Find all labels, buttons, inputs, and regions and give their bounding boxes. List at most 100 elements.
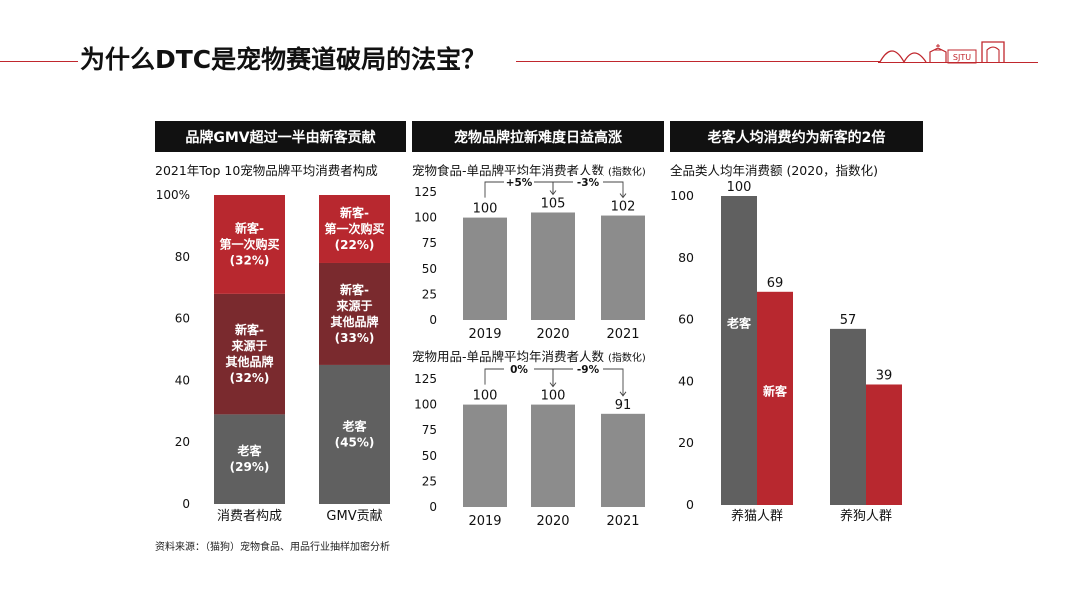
segment-label: 新客- <box>235 220 264 235</box>
y-tick-label: 40 <box>175 373 190 387</box>
panel-header-acquisition: 宠物品牌拉新难度日益高涨 <box>412 121 664 152</box>
segment-label: 老客 <box>237 443 262 458</box>
data-bar <box>531 212 575 320</box>
x-tick-label: 2019 <box>468 327 501 342</box>
change-arrowhead <box>549 190 557 196</box>
y-tick-label: 100 <box>414 211 437 225</box>
y-tick-label: 0 <box>182 497 190 511</box>
y-tick-label: 40 <box>678 373 694 388</box>
change-label-bg <box>573 362 603 375</box>
subtitle-composition: 2021年Top 10宠物品牌平均消费者构成 <box>155 163 378 178</box>
y-tick-label: 100 <box>670 188 694 203</box>
stack-segment-old <box>214 414 285 504</box>
subtitle-supplies-note: (指数化) <box>608 353 646 364</box>
data-bar-new_first <box>757 291 793 505</box>
panel-header-gmv: 品牌GMV超过一半由新客贡献 <box>155 121 406 152</box>
y-tick-label: 60 <box>175 312 190 326</box>
chart-supplies-consumers: 0 25 50 75 100 125 100 2019 100 2020 91 2021 0% -9% <box>414 362 645 527</box>
change-label: -3% <box>577 177 600 189</box>
data-label: 105 <box>541 196 566 211</box>
x-tick-label: 2021 <box>606 327 639 342</box>
x-tick-label: 2020 <box>536 327 569 342</box>
data-bar <box>463 404 507 507</box>
data-label: 91 <box>615 398 632 413</box>
data-bar-old <box>830 328 866 505</box>
y-tick-label: 100% <box>156 188 190 202</box>
x-tick-label: 2019 <box>468 514 501 527</box>
x-tick-label: 2021 <box>606 514 639 527</box>
change-label-bg <box>573 175 603 188</box>
segment-label: 来源于 <box>335 298 372 313</box>
segment-label: (22%) <box>335 238 375 252</box>
data-bar <box>463 217 507 320</box>
segment-label: (29%) <box>230 460 270 474</box>
subtitle-food-note: (指数化) <box>608 167 646 178</box>
data-label: 100 <box>541 389 566 404</box>
segment-label: 新客- <box>235 322 264 337</box>
y-tick-label: 80 <box>678 250 694 265</box>
y-tick-label: 25 <box>422 287 437 301</box>
change-label: +5% <box>506 177 533 189</box>
y-tick-label: 0 <box>429 500 437 514</box>
data-label: 102 <box>611 200 636 215</box>
subtitle-spend: 全品类人均年消费额 (2020，指数化) <box>670 163 879 178</box>
change-label-bg <box>504 362 534 375</box>
segment-label: 第一次购买 <box>324 221 384 236</box>
y-tick-label: 75 <box>422 236 437 250</box>
data-label: 100 <box>473 389 498 404</box>
panel-header-spend: 老客人均消费约为新客的2倍 <box>670 121 923 152</box>
segment-label: 第一次购买 <box>219 236 279 251</box>
data-bar <box>601 215 645 320</box>
subtitle-supplies: 宠物用品-单品牌平均年消费者人数 (指数化) <box>412 346 646 365</box>
stack-segment-new_other <box>214 293 285 415</box>
y-tick-label: 0 <box>429 313 437 327</box>
y-tick-label: 100 <box>414 398 437 412</box>
change-arrowhead <box>549 382 557 388</box>
change-label-bg <box>504 175 534 188</box>
x-tick-label: GMV贡献 <box>326 509 382 524</box>
chart-consumer-composition: 020406080100%老客(29%)新客-来源于其他品牌(32%)新客-第一… <box>156 188 390 524</box>
segment-label: 其他品牌 <box>330 314 378 329</box>
segment-label: 新客- <box>340 282 369 297</box>
data-label: 39 <box>876 368 893 383</box>
segment-label: 其他品牌 <box>225 354 273 369</box>
series-label: 新客 <box>763 383 788 398</box>
data-bar <box>601 413 645 507</box>
stack-segment-new_first <box>214 195 285 294</box>
change-label: -9% <box>577 364 600 376</box>
stack-segment-new_first <box>319 195 390 263</box>
data-label: 57 <box>840 313 857 328</box>
x-tick-label: 养狗人群 <box>840 508 892 524</box>
stack-segment-old <box>319 364 390 504</box>
title-rule-left <box>0 61 78 62</box>
data-bar-new_first <box>866 384 902 505</box>
subtitle-food-text: 宠物食品-单品牌平均年消费者人数 <box>412 163 605 178</box>
subtitle-food: 宠物食品-单品牌平均年消费者人数 (指数化) <box>412 160 646 179</box>
data-label: 100 <box>473 202 498 217</box>
y-tick-label: 20 <box>175 435 190 449</box>
y-tick-label: 25 <box>422 474 437 488</box>
y-tick-label: 75 <box>422 423 437 437</box>
change-arrowhead <box>619 193 627 199</box>
change-label: 0% <box>510 364 528 376</box>
logo-text: SJTU <box>953 53 971 62</box>
y-tick-label: 0 <box>686 497 694 512</box>
source-note: 资料来源：（猫狗）宠物食品、用品行业抽样加密分析 <box>155 542 390 553</box>
segment-label: (32%) <box>230 371 270 385</box>
segment-label: (32%) <box>230 253 270 267</box>
segment-label: 老客 <box>342 418 367 433</box>
y-tick-label: 125 <box>414 185 437 199</box>
x-tick-label: 2020 <box>536 514 569 527</box>
segment-label: (45%) <box>335 435 375 449</box>
subtitle-supplies-text: 宠物用品-单品牌平均年消费者人数 <box>412 349 605 364</box>
y-tick-label: 50 <box>422 449 437 463</box>
y-tick-label: 125 <box>414 372 437 386</box>
stack-segment-new_other <box>319 262 390 365</box>
data-label: 69 <box>767 276 784 291</box>
title-rule-right <box>516 61 880 62</box>
chart-food-consumers: 0 25 50 75 100 125 100 2019 105 2020 102 2021 +5% -3% <box>414 175 645 342</box>
x-tick-label: 消费者构成 <box>217 509 282 524</box>
series-label: 老客 <box>727 315 752 330</box>
data-bar <box>531 404 575 507</box>
